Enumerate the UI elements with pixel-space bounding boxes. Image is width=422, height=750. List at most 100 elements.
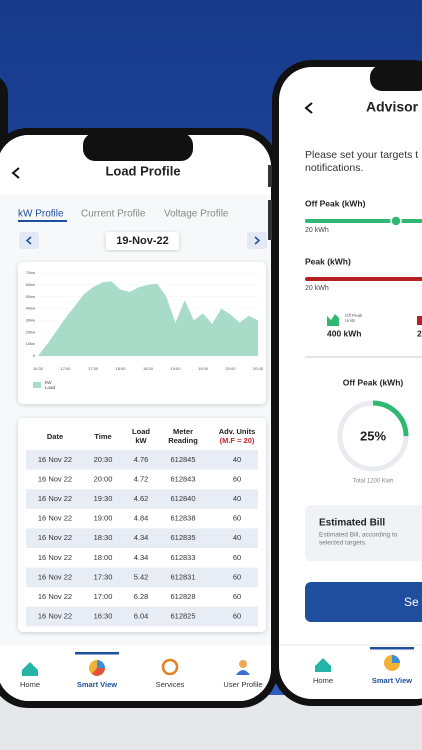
nav-label[interactable]: User Profile bbox=[223, 680, 262, 689]
nav-label[interactable]: Home bbox=[313, 676, 333, 685]
summary-value: 2 bbox=[417, 328, 422, 338]
x-tick-label: 17:30 bbox=[88, 366, 99, 371]
summary-value: 400 kWh bbox=[327, 328, 362, 338]
slider-label: Peak (kWh) bbox=[305, 256, 351, 266]
summary-label: Units bbox=[345, 318, 356, 323]
table-header-note: (M.F = 20) bbox=[220, 436, 255, 445]
table-cell: 4.84 bbox=[134, 514, 149, 523]
date-box[interactable] bbox=[106, 232, 179, 250]
legend-swatch bbox=[33, 382, 41, 388]
intro: notifications. bbox=[305, 162, 363, 174]
table-cell: 16 Nov 22 bbox=[38, 572, 72, 581]
table-cell: 60 bbox=[233, 572, 241, 581]
y-tick-label: 50kw bbox=[26, 294, 35, 299]
table-cell: 16 Nov 22 bbox=[38, 494, 72, 503]
ring-label: 25% bbox=[360, 428, 386, 443]
table-cell: 16 Nov 22 bbox=[38, 514, 72, 523]
services-icon[interactable] bbox=[161, 658, 179, 676]
slider-track[interactable] bbox=[305, 219, 422, 223]
y-tick-label: 30kw bbox=[26, 317, 35, 322]
table-header: Time bbox=[94, 432, 111, 441]
table-cell: 612843 bbox=[170, 474, 195, 483]
table-cell: 5.42 bbox=[134, 572, 149, 581]
prev-icon bbox=[25, 236, 32, 245]
smart-view-icon-part bbox=[392, 655, 400, 663]
table-cell: 16 Nov 22 bbox=[38, 553, 72, 562]
table-cell: 20:30 bbox=[94, 455, 113, 464]
back-button[interactable] bbox=[304, 102, 313, 114]
home-icon[interactable] bbox=[315, 658, 331, 672]
slider-value: 20 kWh bbox=[305, 285, 329, 292]
x-tick-label: 20:00 bbox=[225, 366, 236, 371]
nav-label[interactable]: Home bbox=[20, 680, 40, 689]
x-tick-label: 19:00 bbox=[170, 366, 181, 371]
table-cell: 612831 bbox=[170, 572, 195, 581]
slider-track[interactable] bbox=[305, 277, 422, 281]
legend-label: kW bbox=[45, 380, 52, 385]
bottom-nav bbox=[0, 646, 271, 701]
ring-arc bbox=[337, 400, 409, 472]
row-band bbox=[26, 528, 258, 548]
tab[interactable]: kW Profile bbox=[18, 209, 64, 220]
next-icon bbox=[254, 236, 261, 245]
row-band bbox=[26, 450, 258, 470]
tab[interactable]: Voltage Profile bbox=[164, 209, 229, 220]
table-cell: 4.34 bbox=[134, 553, 149, 562]
table-cell: 4.34 bbox=[134, 533, 149, 542]
next-date[interactable] bbox=[247, 232, 267, 249]
slider-thumb[interactable] bbox=[390, 215, 402, 227]
y-tick-label: 10kw bbox=[26, 341, 35, 346]
screen-title: Load Profile bbox=[105, 163, 180, 178]
tab[interactable]: Current Profile bbox=[81, 209, 146, 220]
y-tick-label: 0 bbox=[33, 353, 36, 358]
summary-label: Off Peak bbox=[345, 313, 363, 318]
units-icon bbox=[327, 314, 339, 326]
table-header: kW bbox=[135, 436, 147, 445]
table-cell: 16 Nov 22 bbox=[38, 612, 72, 621]
screen-title: Advisor T bbox=[366, 99, 422, 115]
home-icon[interactable] bbox=[22, 662, 38, 676]
ring-total: Total 1200 Kwh bbox=[352, 479, 393, 485]
y-tick-label: 20kw bbox=[26, 329, 35, 334]
table-cell: 612835 bbox=[170, 533, 195, 542]
x-tick-label: 16:30 bbox=[33, 366, 44, 371]
back-button[interactable] bbox=[11, 167, 20, 179]
table-cell: 16 Nov 22 bbox=[38, 592, 72, 601]
table-cell: 16 Nov 22 bbox=[38, 533, 72, 542]
nav-label[interactable]: Smart View bbox=[372, 676, 412, 685]
table-cell: 612838 bbox=[170, 514, 195, 523]
bill-title: Estimated Bill bbox=[319, 518, 385, 529]
notch bbox=[370, 65, 422, 91]
table-cell: 612845 bbox=[170, 455, 195, 464]
nav-label[interactable]: Smart View bbox=[77, 680, 117, 689]
nav-label[interactable]: Services bbox=[156, 680, 185, 689]
table-cell: 40 bbox=[233, 494, 241, 503]
table-cell: 19:30 bbox=[94, 494, 113, 503]
table-cell: 4.72 bbox=[134, 474, 149, 483]
ring-title: Off Peak (kWh) bbox=[343, 377, 404, 387]
user-icon-body bbox=[236, 670, 250, 675]
y-tick-label: 70kw bbox=[26, 270, 35, 275]
prev-date[interactable] bbox=[19, 232, 39, 249]
table-cell: 20:00 bbox=[94, 474, 113, 483]
table-cell: 16:30 bbox=[94, 612, 113, 621]
table-cell: 60 bbox=[233, 474, 241, 483]
user-icon[interactable] bbox=[239, 660, 247, 668]
table-cell: 6.28 bbox=[134, 592, 149, 601]
table-header: Load bbox=[132, 427, 150, 436]
nav-indicator bbox=[370, 647, 414, 650]
y-tick-label: 60kw bbox=[26, 282, 35, 287]
table-cell: 40 bbox=[233, 455, 241, 464]
set-button[interactable] bbox=[305, 582, 422, 622]
area bbox=[38, 281, 258, 356]
tab-underline bbox=[18, 220, 67, 222]
table-cell: 612828 bbox=[170, 592, 195, 601]
table-cell: 4.76 bbox=[134, 455, 149, 464]
row-band bbox=[26, 606, 258, 627]
notch bbox=[83, 135, 193, 161]
table-cell: 17:30 bbox=[94, 572, 113, 581]
table-cell: 18:30 bbox=[94, 533, 113, 542]
table-cell: 60 bbox=[233, 553, 241, 562]
table-cell: 60 bbox=[233, 612, 241, 621]
